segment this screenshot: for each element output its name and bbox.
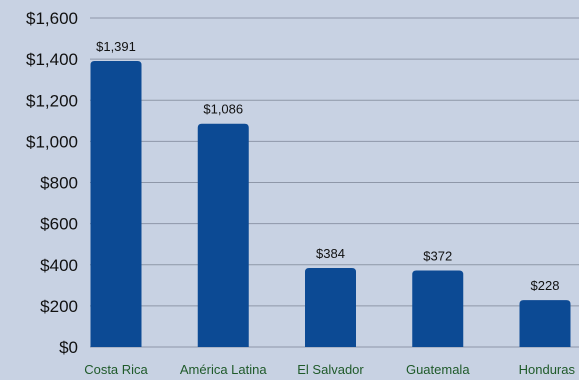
- data-label: $228: [531, 278, 560, 293]
- y-tick-label: $1,600: [26, 9, 78, 28]
- x-axis-category-labels: Costa Rica América Latina El Salvador Guate…: [84, 362, 575, 377]
- x-category-label: El Salvador: [297, 362, 364, 377]
- y-tick-label: $1,200: [26, 91, 78, 110]
- bar: [197, 123, 249, 347]
- data-label: $1,086: [203, 102, 243, 117]
- y-tick-label: $600: [40, 215, 78, 234]
- x-category-label: Costa Rica: [84, 362, 148, 377]
- bar: [90, 60, 142, 348]
- y-tick-label: $0: [59, 338, 78, 357]
- data-label: $384: [316, 246, 345, 261]
- x-category-label: Honduras: [519, 362, 576, 377]
- data-label: $372: [423, 249, 452, 264]
- gridlines: [90, 17, 579, 348]
- data-labels: $1,391 $1,086 $384 $372 $228: [96, 39, 559, 293]
- y-tick-label: $200: [40, 297, 78, 316]
- bar: [519, 300, 571, 347]
- y-tick-label: $400: [40, 256, 78, 275]
- y-tick-label: $1,000: [26, 132, 78, 151]
- y-axis-tick-labels: $0 $200 $400 $600 $800 $1,000 $1,200 $1,400 $1,6…: [26, 9, 78, 357]
- x-category-label: América Latina: [180, 362, 267, 377]
- bar: [412, 270, 464, 347]
- y-tick-label: $800: [40, 174, 78, 193]
- x-category-label: Guatemala: [406, 362, 470, 377]
- data-label: $1,391: [96, 39, 136, 54]
- bar: [305, 268, 356, 347]
- bars: [90, 60, 571, 348]
- y-tick-label: $1,400: [26, 50, 78, 69]
